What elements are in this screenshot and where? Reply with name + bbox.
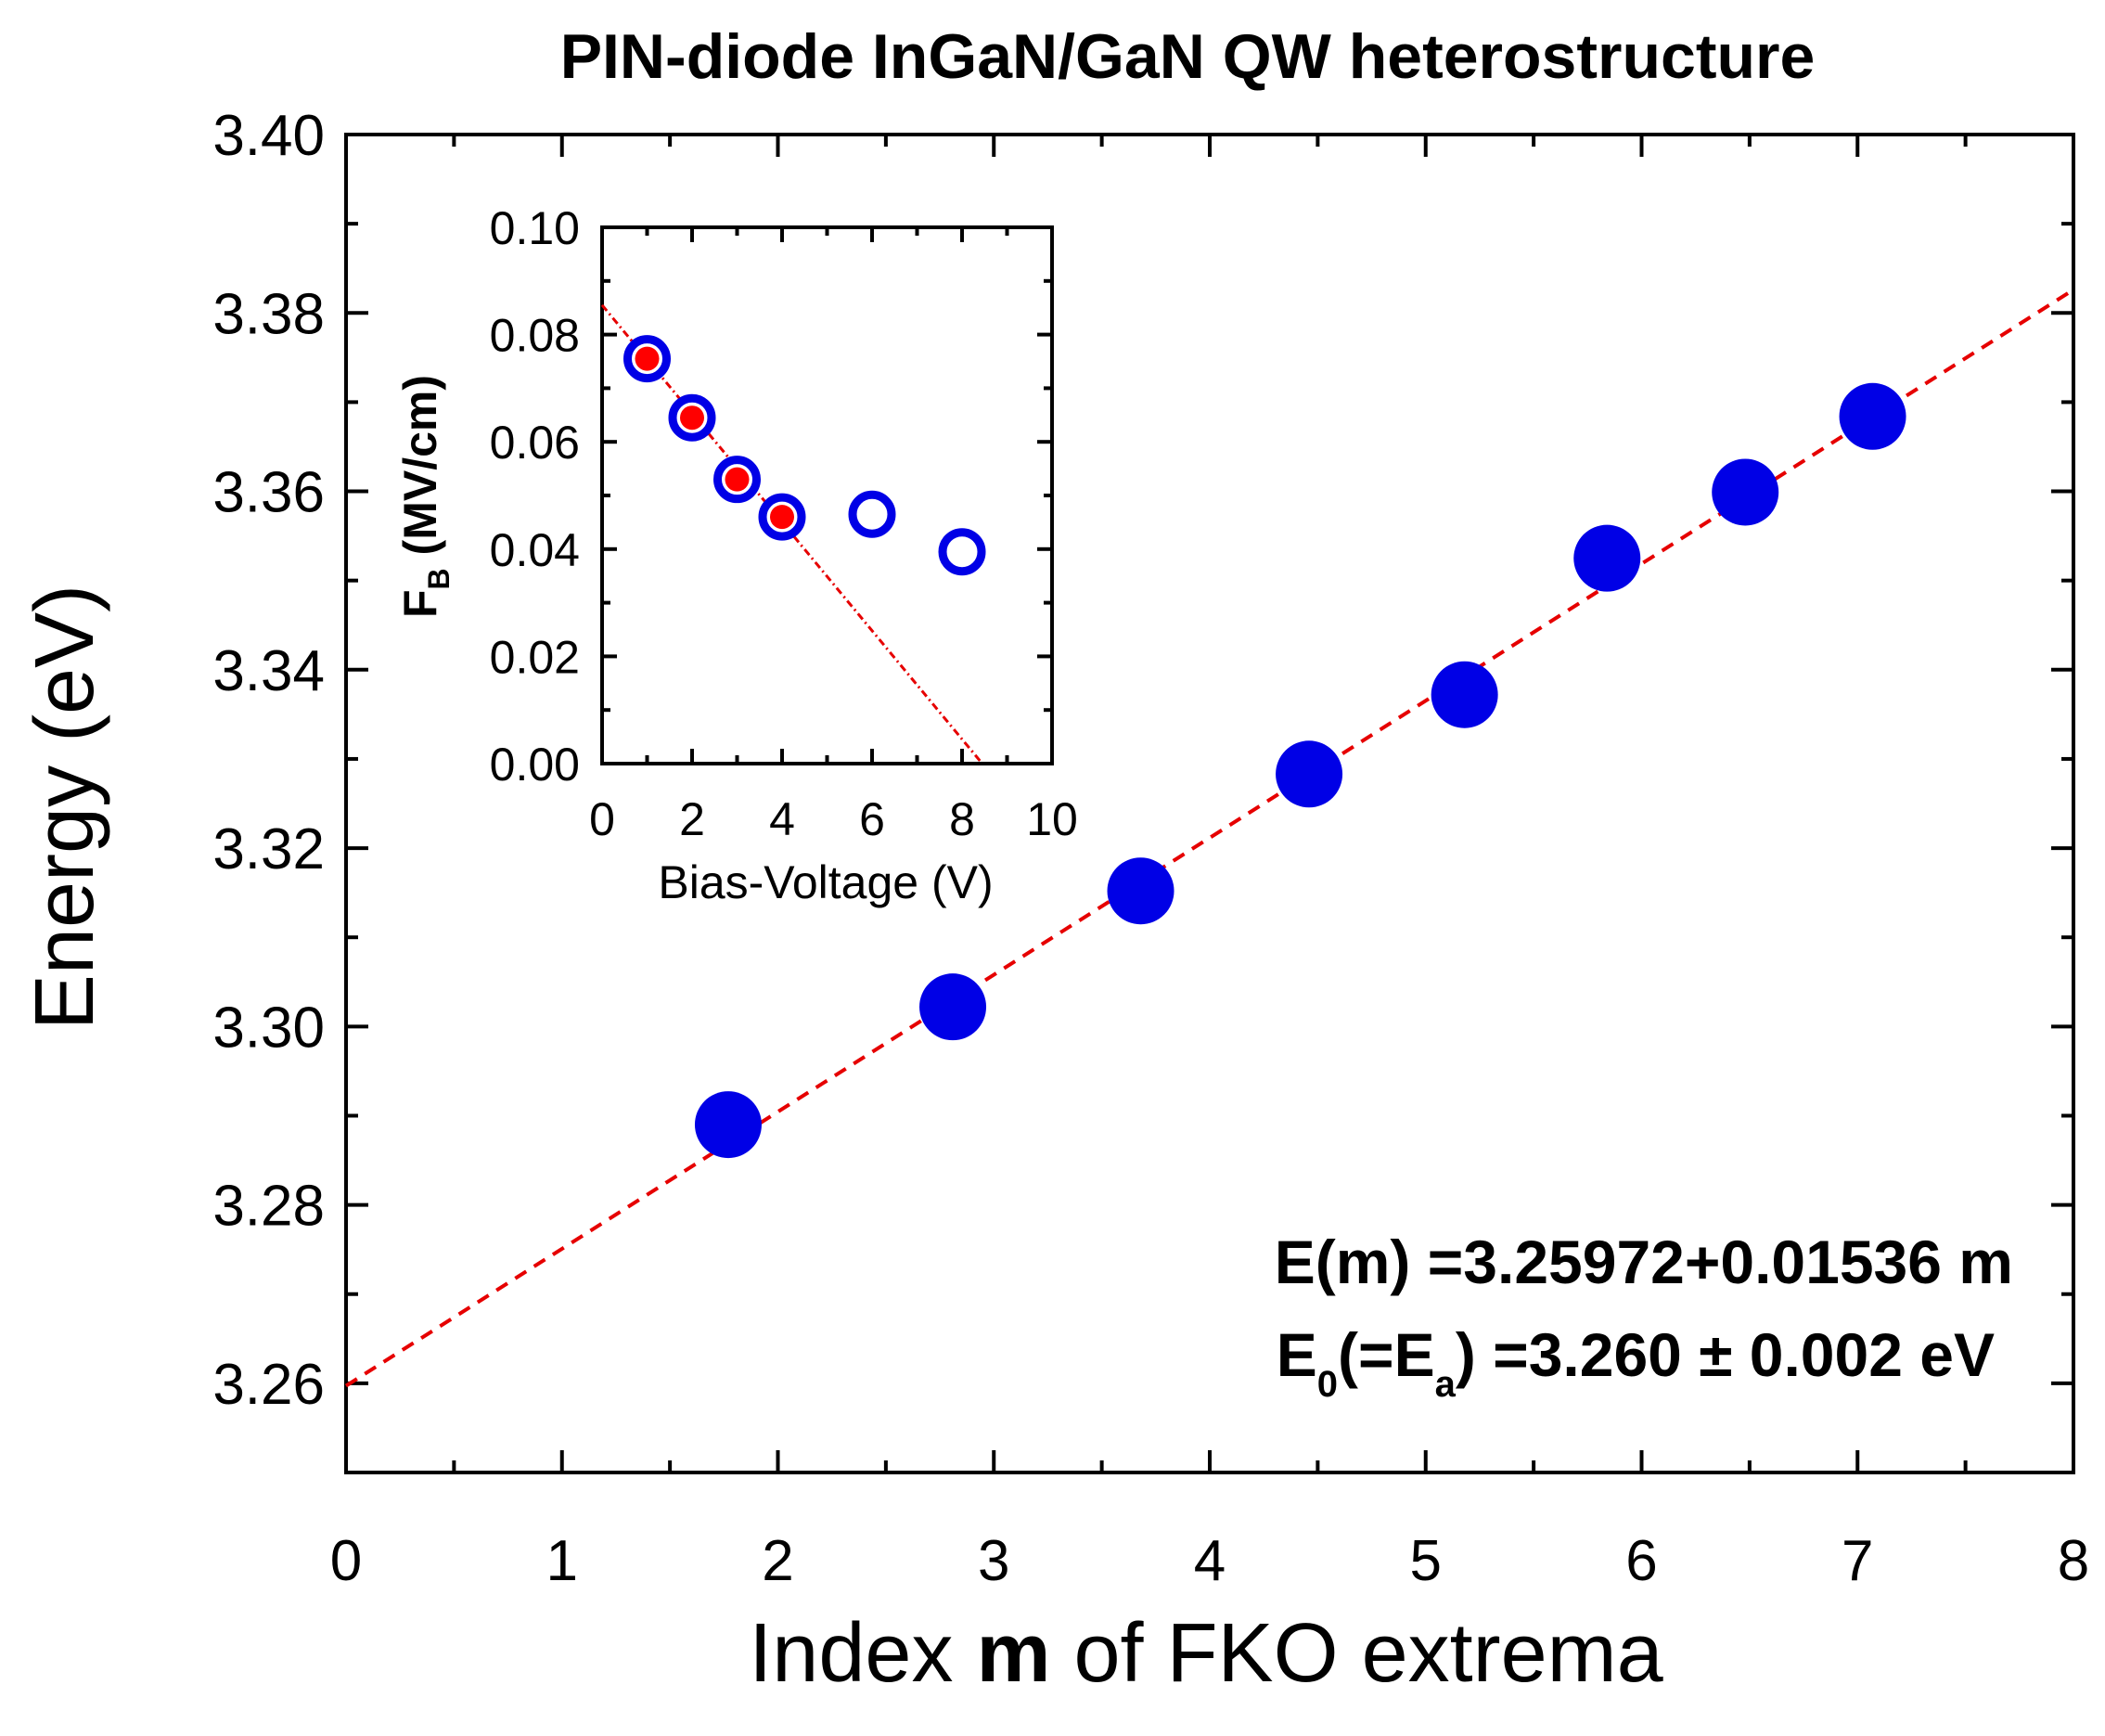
inset-y-tick-label: 0.06 — [490, 417, 580, 469]
main-data-point — [1573, 524, 1641, 592]
main-y-axis-label: Energy (eV) — [19, 585, 111, 1030]
x-label-bold: m — [976, 1607, 1050, 1700]
inset-x-tick-label: 10 — [1026, 793, 1078, 845]
inset-plot-frame — [600, 225, 1054, 765]
inset-y-axis-label: FB (MV/cm) — [394, 375, 456, 618]
fit-equation-text: E(m) =3.25972+0.01536 m — [1275, 1228, 2013, 1296]
main-data-point — [1276, 740, 1343, 808]
inset-y-tick-label: 0.10 — [490, 202, 580, 254]
x-label-suffix: of FKO extrema — [1051, 1607, 1664, 1700]
x-tick-label: 4 — [1194, 1529, 1226, 1593]
inset-x-tick-label: 0 — [589, 793, 615, 845]
inset-y-label-units: (MV/cm) — [394, 375, 446, 568]
x-tick-label: 7 — [1842, 1529, 1873, 1593]
x-tick-label: 1 — [546, 1529, 578, 1593]
main-data-point — [1712, 458, 1779, 526]
inset-points-group — [623, 335, 986, 576]
main-data-point — [1107, 857, 1174, 925]
x-tick-label: 3 — [978, 1529, 1009, 1593]
y-tick-label: 3.30 — [212, 996, 325, 1060]
inset-axis-ticks: 0 2 4 6 8 10 0.00 0.02 0.04 0.06 0.08 0.10 — [490, 202, 1078, 845]
inset-open-point — [938, 528, 986, 576]
main-data-point — [694, 1091, 762, 1159]
ea-subscript: a — [1435, 1364, 1457, 1405]
main-x-axis-label: Index m of FKO extrema — [749, 1607, 1663, 1700]
y-tick-label: 3.36 — [212, 461, 325, 525]
inset-y-tick-label: 0.00 — [490, 739, 580, 791]
x-tick-label: 5 — [1410, 1529, 1442, 1593]
inset-y-tick-label: 0.08 — [490, 310, 580, 362]
inset-x-tick-label: 6 — [859, 793, 885, 845]
y-tick-label: 3.40 — [212, 104, 325, 168]
y-tick-label: 3.26 — [212, 1353, 325, 1417]
inset-fit-line-group — [600, 303, 983, 765]
e0-value-text: E0(=Ea) =3.260 ± 0.002 eV — [1277, 1320, 1995, 1405]
x-tick-label: 0 — [330, 1529, 362, 1593]
inset-y-label-sub: B — [422, 568, 456, 589]
chart-title: PIN-diode InGaN/GaN QW heterostructure — [560, 21, 1816, 92]
inset-y-tick-label: 0.04 — [490, 524, 580, 576]
y-tick-label: 3.32 — [212, 817, 325, 881]
e0-subscript: 0 — [1317, 1364, 1338, 1405]
main-points-group — [694, 382, 1906, 1159]
inset-x-tick-label: 4 — [769, 793, 795, 845]
inset-red-point — [725, 467, 750, 492]
y-tick-label: 3.38 — [212, 282, 325, 346]
x-tick-label: 2 — [762, 1529, 793, 1593]
main-fit-line — [344, 288, 2075, 1388]
x-tick-label: 6 — [1625, 1529, 1657, 1593]
e0-paren: (=E — [1338, 1320, 1435, 1389]
inset-x-tick-label: 2 — [679, 793, 705, 845]
inset-y-label-main: F — [394, 589, 446, 618]
inset-fit-line — [600, 303, 983, 765]
main-fit-line-group — [344, 288, 2075, 1388]
e0-symbol: E — [1277, 1320, 1317, 1389]
inset-x-tick-label: 8 — [949, 793, 975, 845]
y-tick-label: 3.34 — [212, 639, 325, 703]
main-axis-ticks: 0 1 2 3 4 5 6 7 8 3.26 3.28 3.30 3.32 3.34 3.36 3.38 3.4… — [212, 104, 2089, 1593]
inset-red-point — [770, 505, 794, 530]
main-data-point — [1431, 661, 1498, 728]
inset-red-point — [635, 346, 660, 371]
inset-open-point — [848, 490, 896, 538]
x-label-prefix: Index — [749, 1607, 976, 1700]
inset-y-tick-label: 0.02 — [490, 631, 580, 683]
e0-rest: ) =3.260 ± 0.002 eV — [1456, 1320, 1995, 1389]
inset-x-axis-label: Bias-Voltage (V) — [658, 856, 993, 908]
y-tick-label: 3.28 — [212, 1175, 325, 1239]
main-data-point — [1839, 382, 1906, 450]
main-data-point — [919, 973, 987, 1041]
x-tick-label: 8 — [2058, 1529, 2089, 1593]
inset-red-point — [680, 405, 704, 431]
